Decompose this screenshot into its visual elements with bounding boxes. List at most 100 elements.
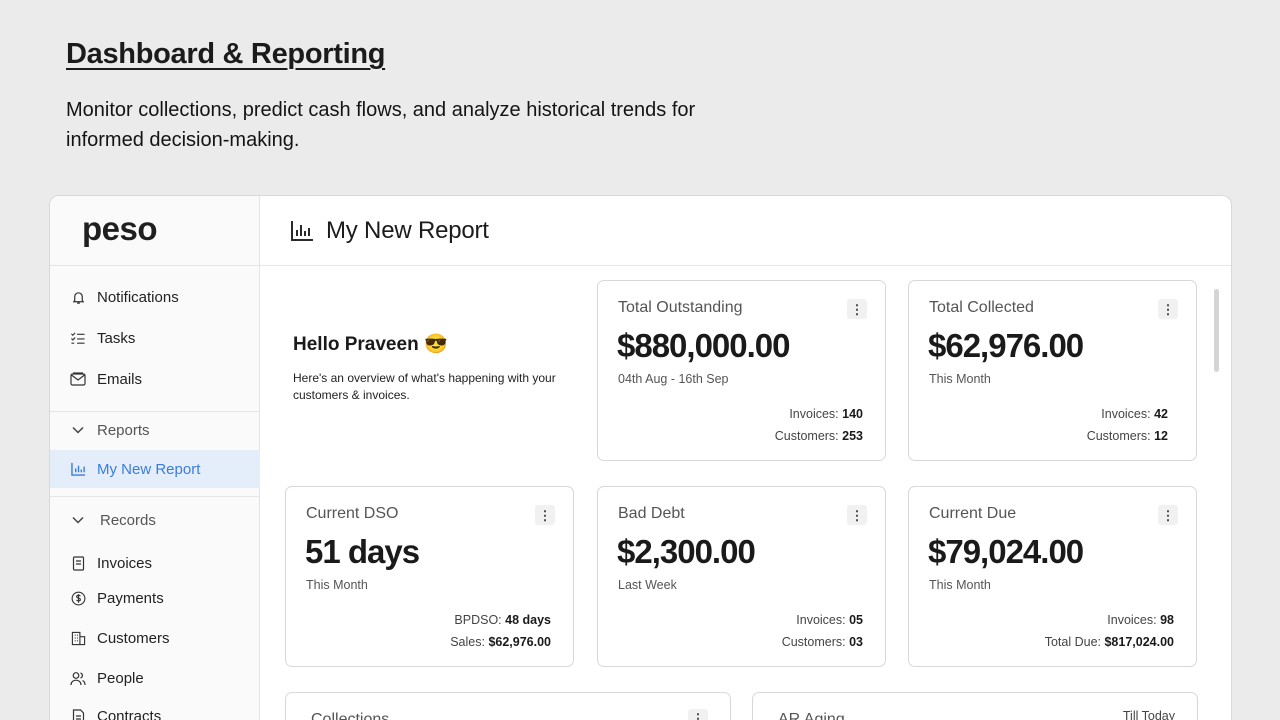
card-stat: Customers: 253 (775, 429, 863, 443)
more-options-icon[interactable]: ⋮ (688, 709, 708, 720)
stat-label: Invoices: (789, 407, 843, 421)
card-current-due: Current Due ⋮ $79,024.00 This Month Invo… (908, 486, 1197, 667)
peso-logo[interactable]: peso (82, 210, 158, 247)
stat-value: 05 (849, 613, 863, 627)
card-label: Total Collected (929, 299, 1034, 316)
sidebar-item-label: Payments (97, 589, 164, 607)
stat-value: 140 (842, 407, 863, 421)
page-subtitle: Monitor collections, predict cash flows,… (66, 99, 696, 151)
stat-value: 03 (849, 635, 863, 649)
bar-chart-icon (290, 220, 314, 242)
chevron-down-icon (70, 422, 86, 438)
card-label: Total Outstanding (618, 299, 743, 316)
sidebar-item-tasks[interactable]: Tasks (50, 320, 260, 356)
date-range-label[interactable]: Till Today (1122, 709, 1175, 720)
more-options-icon[interactable]: ⋮ (847, 505, 867, 525)
card-stat: Invoices: 140 (789, 407, 863, 421)
sidebar-item-label: Notifications (97, 288, 179, 306)
sidebar-item-label: My New Report (97, 460, 201, 478)
sidebar-item-invoices[interactable]: Invoices (50, 545, 260, 581)
card-label: Current DSO (306, 505, 399, 522)
card-period: This Month (306, 578, 368, 592)
card-stat: Invoices: 42 (1101, 407, 1168, 421)
sidebar-item-label: Emails (97, 370, 143, 388)
contract-icon (70, 708, 86, 720)
card-period: Last Week (618, 578, 677, 592)
report-header: My New Report (260, 196, 1231, 266)
dollar-circle-icon (70, 590, 86, 606)
card-label: Bad Debt (618, 505, 685, 522)
stat-label: Invoices: (1101, 407, 1155, 421)
greeting-title: Hello Praveen 😎 (293, 334, 448, 355)
stat-label: Customers: (781, 635, 850, 649)
card-total-collected: Total Collected ⋮ $62,976.00 This Month … (908, 280, 1197, 461)
checklist-icon (70, 330, 86, 346)
stat-value: $62,976.00 (488, 635, 551, 649)
card-stat: Invoices: 05 (796, 613, 863, 627)
building-icon (70, 630, 86, 646)
more-options-icon[interactable]: ⋮ (1158, 299, 1178, 319)
report-title: My New Report (326, 216, 489, 244)
card-current-dso: Current DSO ⋮ 51 days This Month BPDSO: … (285, 486, 574, 667)
sidebar-item-customers[interactable]: Customers (50, 620, 260, 656)
sidebar-item-label: Contracts (97, 707, 162, 720)
stat-label: Total Due: (1044, 635, 1105, 649)
sidebar-section-reports[interactable]: Reports (50, 412, 260, 448)
divider (50, 265, 260, 266)
mail-icon (70, 371, 86, 387)
sidebar-item-notifications[interactable]: Notifications (50, 279, 260, 315)
stat-label: Customers: (1086, 429, 1155, 443)
sidebar-item-emails[interactable]: Emails (50, 361, 260, 397)
sidebar-item-label: People (97, 669, 144, 687)
more-options-icon[interactable]: ⋮ (847, 299, 867, 319)
stat-value: 98 (1160, 613, 1174, 627)
card-label: Collections (311, 711, 390, 720)
stat-label: Invoices: (796, 613, 850, 627)
card-period: This Month (929, 578, 991, 592)
sidebar-item-people[interactable]: People (50, 660, 260, 696)
sidebar-item-label: Tasks (97, 329, 136, 347)
scrollbar[interactable] (1214, 289, 1219, 372)
stat-label: Invoices: (1107, 613, 1161, 627)
stat-label: BPDSO: (454, 613, 506, 627)
sidebar-item-contracts[interactable]: Contracts (50, 698, 260, 720)
stat-label: Sales: (450, 635, 489, 649)
more-options-icon[interactable]: ⋮ (535, 505, 555, 525)
app-window: peso Notifications Tasks Emails Repo (49, 195, 1232, 720)
sidebar-item-my-new-report[interactable]: My New Report (50, 450, 260, 488)
greeting-text: Here's an overview of what's happening w… (293, 371, 556, 402)
sidebar-section-label: Records (100, 511, 156, 529)
stat-value: 12 (1154, 429, 1168, 443)
card-bad-debt: Bad Debt ⋮ $2,300.00 Last Week Invoices:… (597, 486, 886, 667)
card-value: $880,000.00 (617, 327, 791, 364)
sidebar-section-label: Reports (97, 421, 150, 439)
chevron-down-icon (70, 512, 86, 528)
card-value: 51 days (305, 533, 420, 570)
bar-chart-icon (70, 461, 86, 477)
card-stat: Sales: $62,976.00 (450, 635, 551, 649)
card-ar-aging: AR Aging Till Today (752, 692, 1198, 720)
sidebar-item-label: Invoices (97, 554, 153, 572)
sidebar-item-label: Customers (97, 629, 170, 647)
card-period: 04th Aug - 16th Sep (618, 372, 729, 386)
card-label: AR Aging (778, 711, 845, 720)
card-stat: Customers: 03 (782, 635, 863, 649)
card-stat: Total Due: $817,024.00 (1045, 635, 1174, 649)
sidebar-section-records[interactable]: Records (50, 502, 260, 538)
greeting-panel: Hello Praveen 😎 Here's an overview of wh… (293, 332, 563, 404)
stat-value: 253 (842, 429, 863, 443)
invoice-icon (70, 555, 86, 571)
card-stat: Customers: 12 (1087, 429, 1168, 443)
stat-value: 42 (1154, 407, 1168, 421)
sidebar-item-payments[interactable]: Payments (50, 580, 260, 616)
stat-value: 48 days (505, 613, 551, 627)
card-collections: Collections ⋮ (285, 692, 731, 720)
card-value: $79,024.00 (928, 533, 1084, 570)
card-label: Current Due (929, 505, 1017, 522)
card-total-outstanding: Total Outstanding ⋮ $880,000.00 04th Aug… (597, 280, 886, 461)
bell-icon (70, 289, 86, 305)
card-value: $62,976.00 (928, 327, 1084, 364)
card-stat: Invoices: 98 (1107, 613, 1174, 627)
more-options-icon[interactable]: ⋮ (1158, 505, 1178, 525)
divider (50, 496, 260, 497)
